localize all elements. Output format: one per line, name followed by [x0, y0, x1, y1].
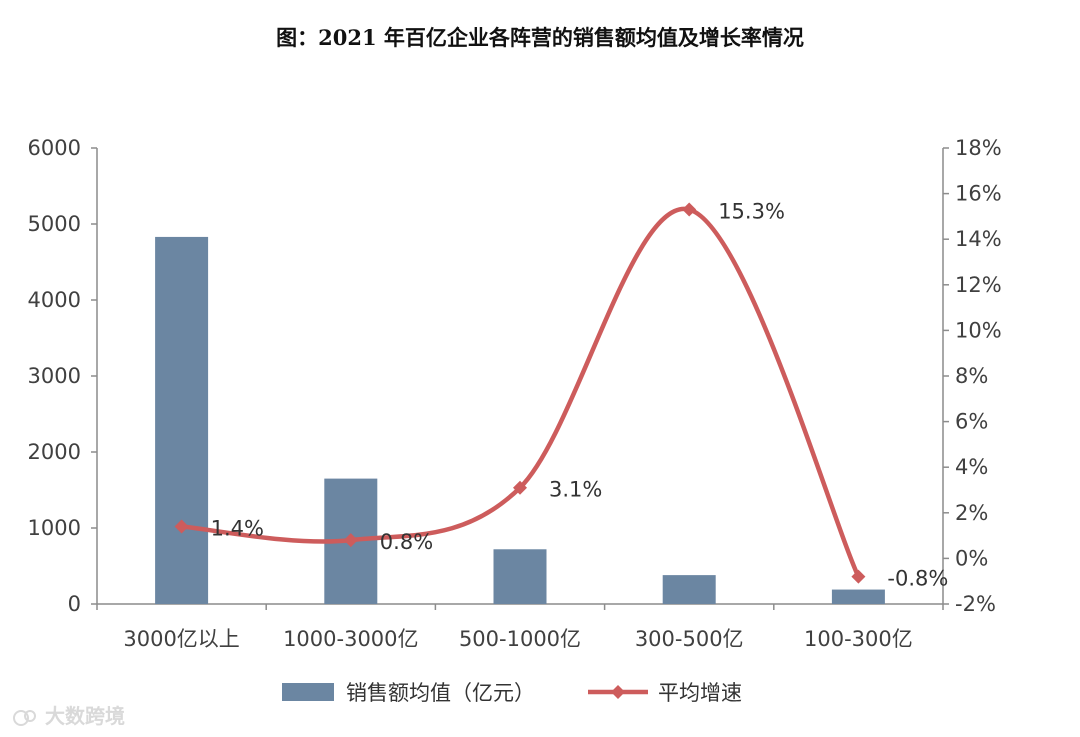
line-marker	[513, 480, 527, 495]
y-right-tick-label: 6%	[955, 410, 988, 434]
y-right-tick-label: -2%	[955, 592, 996, 616]
line-marker	[174, 519, 189, 534]
legend-label: 平均增速	[658, 681, 742, 705]
axes: 0 1000 2000 3000 4000 5000 6000 -2% 0% 2% 4% 6% 8% 10…	[28, 136, 1002, 651]
data-label: -0.8%	[887, 567, 948, 591]
x-tick-label: 100-300亿	[804, 627, 913, 651]
x-tick-label: 3000亿以上	[123, 627, 239, 651]
x-tick-label: 500-1000亿	[459, 627, 581, 651]
line-series	[174, 202, 866, 584]
data-labels: 1.4% 0.8% 3.1% 15.3% -0.8%	[211, 200, 949, 591]
chart-title: 图：2021 年百亿企业各阵营的销售额均值及增长率情况	[276, 25, 804, 50]
y-left-tick-label: 5000	[28, 212, 81, 236]
line-marker	[343, 533, 358, 548]
growth-line	[179, 206, 861, 579]
y-right-tick-label: 16%	[955, 182, 1002, 206]
y-left-tick-label: 0	[68, 592, 81, 616]
watermark-logo-icon	[12, 708, 38, 728]
legend-label: 销售额均值（亿元）	[346, 681, 535, 705]
line-marker	[682, 202, 697, 217]
bar	[493, 549, 547, 604]
y-left-tick-label: 1000	[28, 516, 81, 540]
bar	[662, 575, 716, 604]
y-right-tick-label: 12%	[955, 273, 1002, 297]
y-right-tick-label: 14%	[955, 227, 1002, 251]
y-right-tick-label: 18%	[955, 136, 1002, 160]
legend-bar-swatch	[282, 683, 334, 701]
y-left-tick-label: 6000	[28, 136, 81, 160]
data-label: 15.3%	[718, 200, 785, 224]
legend: 销售额均值（亿元） 平均增速	[282, 681, 742, 705]
data-label: 1.4%	[211, 516, 264, 540]
bar	[155, 236, 209, 605]
watermark-text: 大数跨境	[44, 704, 125, 728]
y-left-tick-label: 2000	[28, 440, 81, 464]
y-right-tick-label: 2%	[955, 501, 988, 525]
line-marker	[851, 569, 866, 584]
bars	[155, 236, 885, 605]
legend-line-marker	[611, 685, 625, 699]
y-left-tick-label: 3000	[28, 364, 81, 388]
x-tick-label: 300-500亿	[635, 627, 744, 651]
y-right-tick-label: 8%	[955, 364, 988, 388]
watermark: 大数跨境	[12, 700, 125, 729]
data-label: 0.8%	[380, 530, 433, 554]
bar	[831, 589, 885, 604]
y-left-tick-label: 4000	[28, 288, 81, 312]
y-right-tick-label: 4%	[955, 455, 988, 479]
x-tick-label: 1000-3000亿	[283, 627, 418, 651]
y-right-tick-label: 0%	[955, 546, 988, 570]
data-label: 3.1%	[549, 478, 602, 502]
y-right-tick-label: 10%	[955, 318, 1002, 342]
